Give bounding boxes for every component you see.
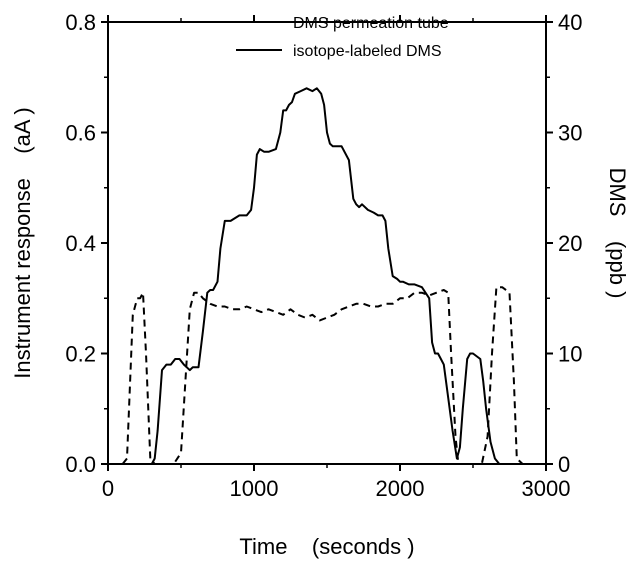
x-axis-title: Time (seconds ): [239, 534, 414, 559]
x-tick-label-2: 2000: [376, 476, 425, 501]
series-line-1: [108, 87, 546, 465]
y-right-tick-label-2: 20: [558, 231, 582, 256]
x-tick-label-3: 3000: [522, 476, 571, 501]
y-left-tick-label-2: 0.4: [65, 231, 96, 256]
y-right-tick-label-1: 10: [558, 342, 582, 367]
series-line-0: [121, 286, 524, 465]
plot-frame: [107, 21, 547, 465]
y-left-tick-label-4: 0.8: [65, 10, 96, 35]
ticks-layer: 0 1000 2000 3000 0.0 0.2 0.4 0.6 0.8 0 10 20 30 40: [65, 10, 582, 501]
y-right-tick-label-4: 40: [558, 10, 582, 35]
x-tick-label-1: 1000: [230, 476, 279, 501]
legend-label-isotope-labeled-dms: isotope-labeled DMS: [293, 43, 442, 60]
x-tick-label-0: 0: [102, 476, 114, 501]
legend-label-dms-permeation-tube: DMS permeation tube: [293, 15, 449, 32]
y-right-tick-label-0: 0: [558, 452, 570, 477]
y-axis-title-right: DMS (ppb ): [605, 168, 630, 299]
series-layer: [108, 87, 546, 465]
y-left-tick-label-1: 0.2: [65, 342, 96, 367]
axes-layer: [107, 21, 547, 465]
y-axis-title-left: Instrument response (aA ): [10, 107, 35, 378]
y-left-tick-label-0: 0.0: [65, 452, 96, 477]
y-right-tick-label-3: 30: [558, 121, 582, 146]
legend: DMS permeation tube isotope-labeled DMS: [236, 15, 449, 60]
y-left-tick-label-3: 0.6: [65, 121, 96, 146]
